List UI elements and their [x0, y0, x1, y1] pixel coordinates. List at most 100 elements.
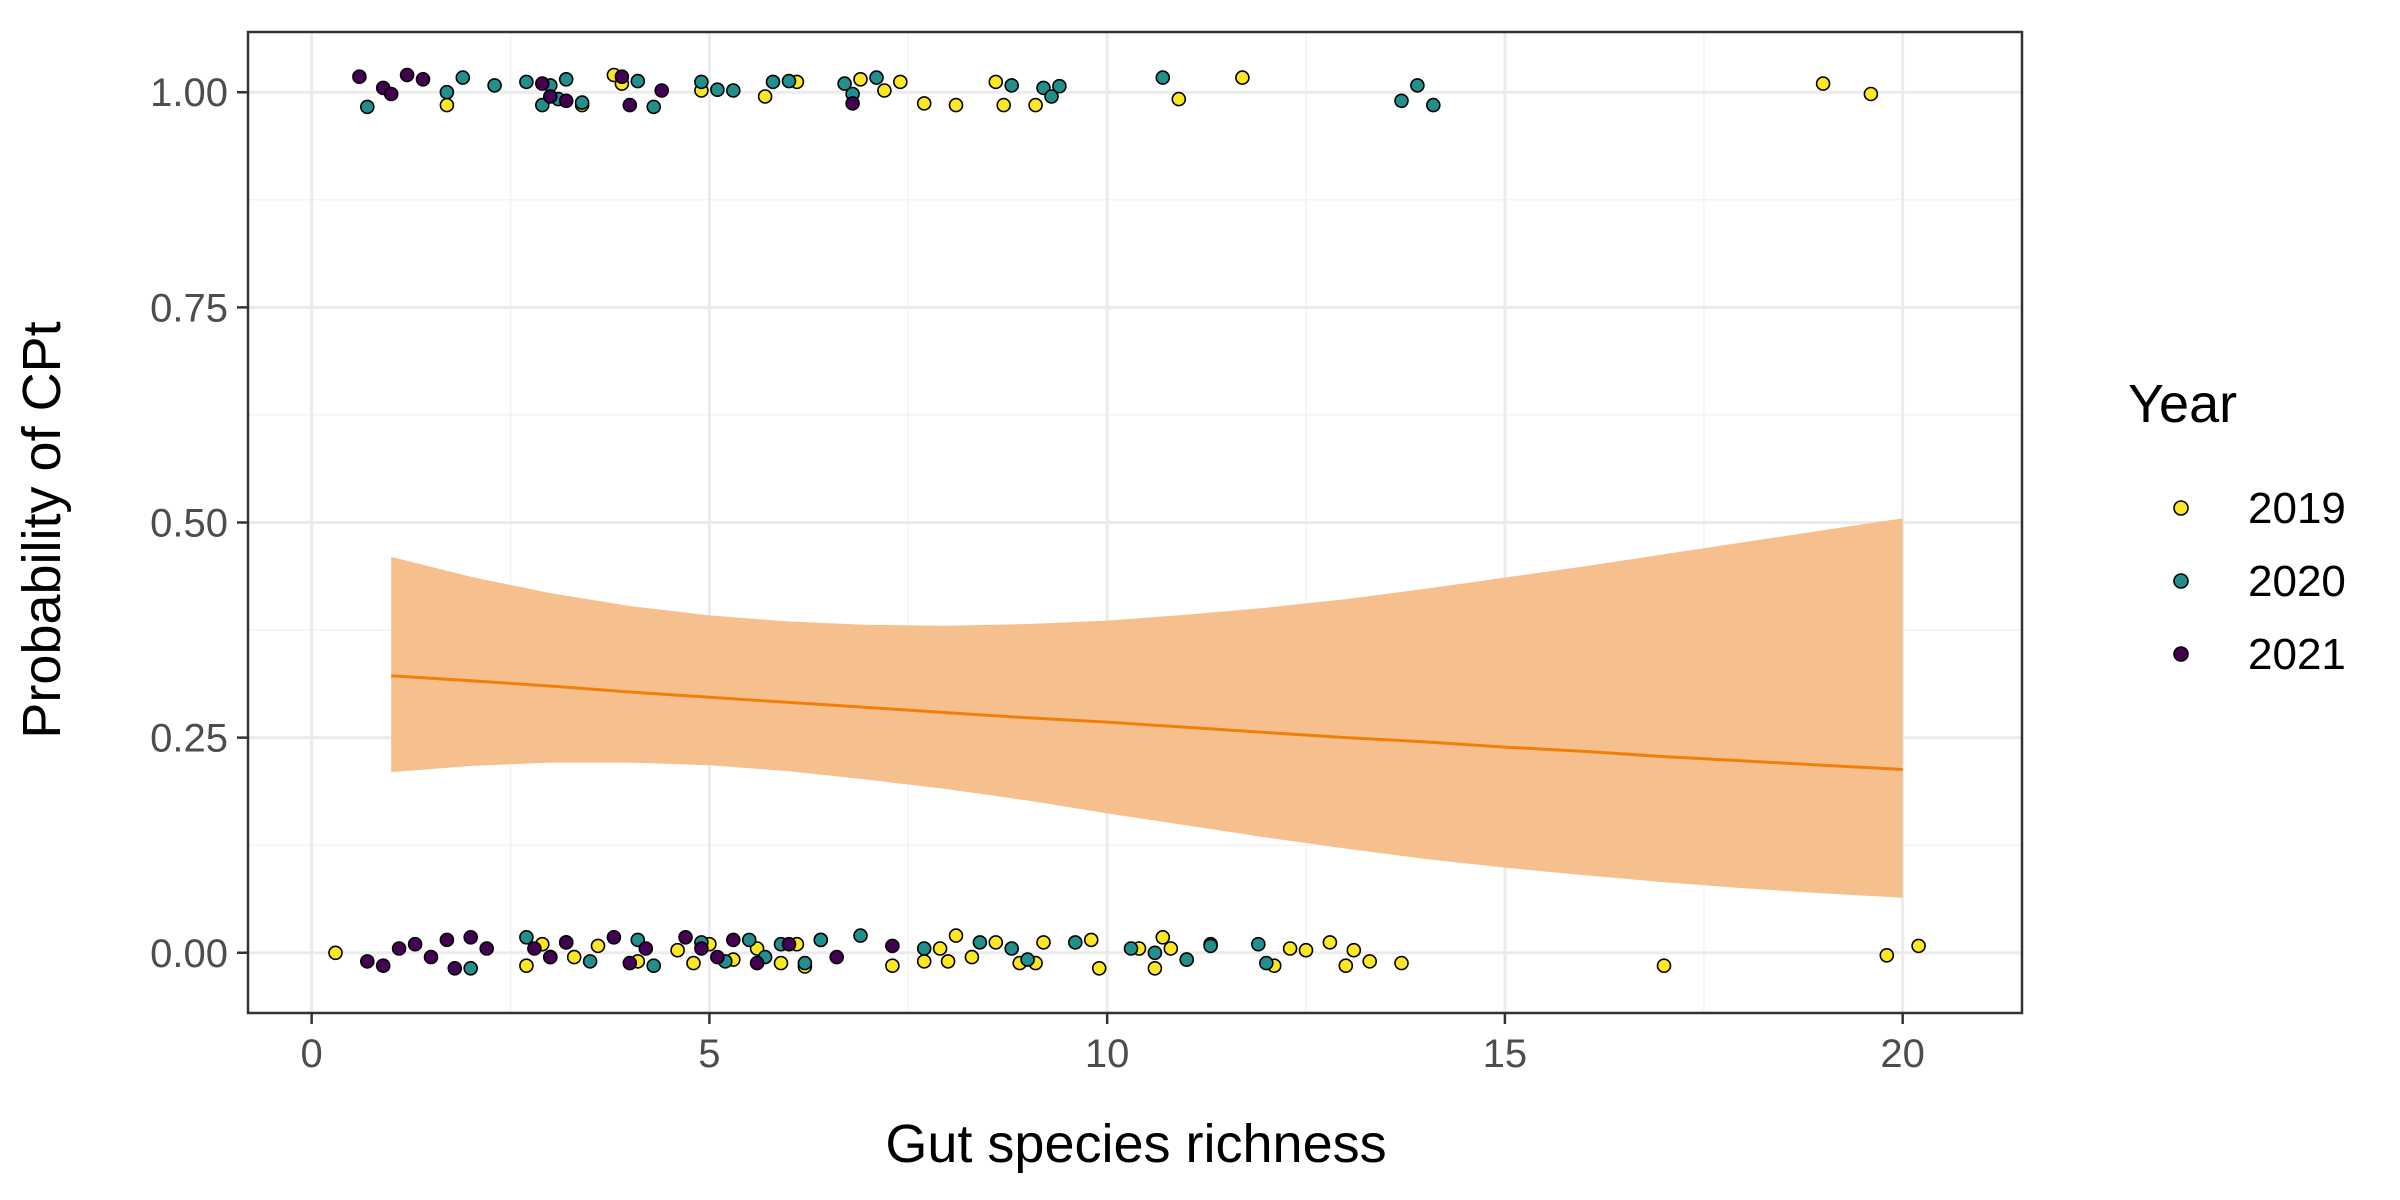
data-point-2020	[519, 74, 534, 90]
data-point-2019	[916, 96, 932, 111]
data-point-2020	[574, 95, 590, 110]
data-point-2020	[1004, 78, 1020, 93]
confidence-band-layer	[391, 518, 1903, 898]
data-point-2020	[1044, 89, 1059, 104]
data-point-2021	[399, 67, 415, 83]
data-point-2019	[1362, 954, 1377, 969]
data-point-2020	[1203, 938, 1218, 954]
data-point-2020	[646, 958, 662, 974]
data-point-2019	[1171, 91, 1187, 107]
data-point-2021	[359, 954, 375, 969]
data-point-2019	[686, 955, 701, 971]
data-point-2020	[630, 73, 646, 89]
data-point-2019	[1879, 947, 1895, 963]
data-point-2020	[1004, 941, 1020, 956]
data-point-2019	[1346, 942, 1362, 958]
data-point-2021	[352, 69, 367, 84]
data-point-2019	[1298, 942, 1314, 958]
fit-line-layer	[391, 674, 1903, 771]
data-point-2020	[741, 932, 757, 948]
data-point-2021	[542, 949, 558, 965]
y-tick-label: 1.00	[150, 71, 228, 115]
data-point-2020	[359, 99, 375, 115]
data-point-2020	[439, 84, 455, 100]
y-tick-label: 0.50	[150, 502, 228, 546]
data-point-2019	[1091, 960, 1107, 976]
confidence-band	[391, 518, 1903, 898]
data-point-2021	[781, 936, 797, 952]
data-point-2020	[582, 954, 598, 969]
data-point-2020	[725, 83, 741, 98]
data-point-2019	[1083, 932, 1099, 948]
data-point-2021	[614, 69, 630, 84]
data-point-2020	[710, 82, 725, 97]
data-point-2020	[1020, 952, 1035, 967]
data-point-2021	[391, 941, 407, 956]
x-tick-label: 5	[698, 1032, 720, 1076]
data-point-2019	[988, 74, 1004, 90]
data-points	[328, 67, 1926, 976]
data-point-2020	[558, 72, 574, 87]
y-axis: 0.00 0.25 0.50 0.75 1.00	[150, 71, 248, 976]
y-tick-label: 0.25	[150, 717, 228, 761]
data-point-2019	[519, 958, 534, 974]
data-point-2020	[519, 929, 534, 945]
legend-label-2021: 2021	[2248, 630, 2346, 679]
data-point-2021	[885, 938, 900, 954]
data-point-2021	[447, 960, 463, 976]
data-point-2021	[829, 949, 845, 965]
x-axis: 0 5 10 15 20	[301, 1013, 1925, 1076]
data-point-2021	[407, 936, 423, 952]
data-point-2019	[964, 949, 980, 965]
data-point-2019	[1656, 958, 1672, 974]
data-point-2019	[1911, 938, 1926, 954]
data-point-2020	[972, 935, 988, 950]
data-point-2019	[948, 97, 964, 113]
data-point-2020	[1123, 941, 1139, 956]
data-point-2021	[527, 941, 542, 956]
data-point-2021	[606, 929, 622, 945]
data-point-2019	[1338, 958, 1354, 974]
data-point-2019	[328, 945, 343, 961]
data-point-2019	[853, 72, 868, 87]
data-point-2019	[670, 942, 685, 958]
data-point-2020	[1259, 955, 1274, 971]
data-point-2019	[1282, 941, 1298, 956]
legend-entries: 2019 2020 2021	[2173, 484, 2346, 679]
data-point-2019	[932, 941, 948, 956]
data-point-2020	[1155, 70, 1171, 85]
data-point-2020	[1410, 78, 1425, 93]
data-point-2020	[1179, 952, 1194, 967]
data-point-2019	[892, 74, 908, 90]
data-point-2019	[773, 955, 789, 971]
data-point-2021	[558, 935, 574, 950]
data-point-2021	[622, 955, 638, 971]
data-point-2021	[558, 93, 574, 109]
data-point-2021	[423, 949, 439, 965]
y-axis-title: Probability of CPt	[12, 321, 72, 738]
data-point-2021	[622, 97, 638, 113]
data-point-2019	[566, 949, 582, 965]
y-tick-label: 0.00	[150, 932, 228, 976]
data-point-2021	[375, 958, 391, 974]
data-point-2020	[694, 74, 709, 90]
fit-line	[391, 674, 1903, 771]
data-point-2020	[1426, 97, 1441, 113]
data-point-2019	[916, 954, 932, 969]
data-point-2020	[765, 74, 781, 90]
data-point-2021	[463, 929, 479, 945]
data-point-2019	[757, 89, 773, 104]
y-tick-label: 0.75	[150, 286, 228, 330]
legend-key-2021	[2173, 646, 2189, 662]
data-point-2020	[813, 932, 829, 948]
data-point-2021	[749, 955, 765, 971]
data-point-2020	[797, 955, 813, 971]
data-point-2021	[845, 96, 860, 111]
data-point-2021	[479, 941, 495, 956]
x-axis-title: Gut species richness	[885, 1114, 1386, 1174]
data-point-2021	[439, 932, 455, 948]
data-point-2019	[1028, 97, 1043, 113]
data-point-2019	[1163, 941, 1179, 956]
data-point-2020	[455, 70, 471, 85]
